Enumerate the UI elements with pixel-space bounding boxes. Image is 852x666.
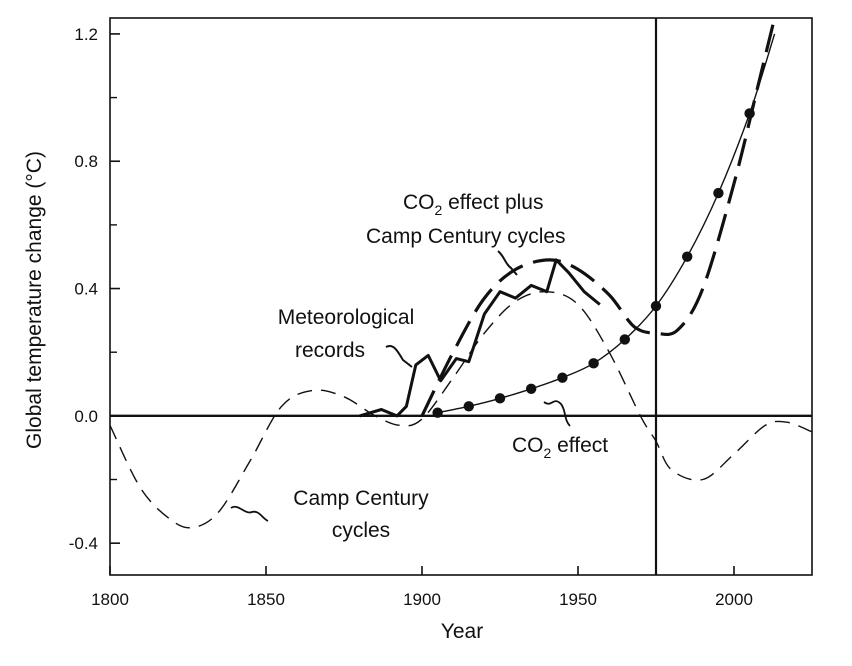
co2-effect-point bbox=[494, 393, 506, 404]
co2-effect-point bbox=[713, 187, 724, 199]
annotation-meteorological-line1: Meteorological bbox=[278, 306, 415, 329]
y-tick-label: -0.4 bbox=[69, 534, 98, 553]
plot-frame bbox=[109, 17, 813, 576]
annotation-co2-effect: CO2 effect bbox=[512, 400, 608, 461]
co2-effect-point bbox=[432, 407, 443, 418]
series-line-camp-century-cycles bbox=[110, 290, 812, 529]
annotation-camp-century: Camp Century cycles bbox=[230, 487, 429, 542]
annotation-co2plus-line1: CO2 effect plus bbox=[403, 191, 543, 218]
annotation-camp-century-line2: cycles bbox=[332, 519, 390, 542]
annotation-co2plus-pointer bbox=[497, 250, 518, 276]
y-tick-label: 0.4 bbox=[74, 280, 98, 299]
co2-effect-point bbox=[557, 372, 568, 383]
annotation-co2-plus-cycles: CO2 effect plus Camp Century cycles bbox=[366, 191, 566, 276]
co2-effect-point bbox=[526, 383, 537, 395]
x-tick-label: 1900 bbox=[403, 590, 441, 609]
series-line-co2-effect-plus-camp-century-cycles bbox=[420, 18, 777, 417]
co2-effect-point bbox=[619, 334, 630, 345]
x-tick-label: 1950 bbox=[559, 590, 597, 609]
annotation-meteorological-pointer bbox=[385, 345, 413, 368]
series-layer bbox=[110, 18, 812, 529]
annotation-meteorological-records: Meteorological records bbox=[278, 306, 415, 368]
y-tick-label: 0.0 bbox=[74, 407, 98, 426]
x-axis-title: Year bbox=[441, 620, 483, 643]
annotation-camp-century-line1: Camp Century bbox=[293, 487, 429, 510]
annotation-co2-effect-label: CO2 effect bbox=[512, 434, 608, 461]
x-tick-label: 1800 bbox=[91, 590, 129, 609]
x-tick-label: 2000 bbox=[715, 590, 753, 609]
co2-effect-point bbox=[650, 300, 662, 312]
y-axis-title: Global temperature change (°C) bbox=[23, 151, 46, 449]
co2-effect-point bbox=[463, 401, 474, 412]
annotation-meteorological-line2: records bbox=[295, 339, 365, 362]
annotation-co2-effect-pointer bbox=[543, 400, 571, 427]
co2-effect-point bbox=[682, 251, 693, 262]
y-tick-label: 0.8 bbox=[74, 152, 98, 171]
co2-effect-point bbox=[588, 358, 599, 369]
series-line-meteorological-records bbox=[359, 258, 601, 418]
axes: 1800 1850 1900 1950 2000 -0.4 0.0 0.4 0.8 1.2 bbox=[69, 17, 813, 609]
annotation-camp-century-pointer bbox=[230, 505, 269, 522]
annotation-co2plus-line2: Camp Century cycles bbox=[366, 225, 566, 248]
x-tick-label: 1850 bbox=[247, 590, 285, 609]
y-tick-label: 1.2 bbox=[74, 25, 98, 44]
